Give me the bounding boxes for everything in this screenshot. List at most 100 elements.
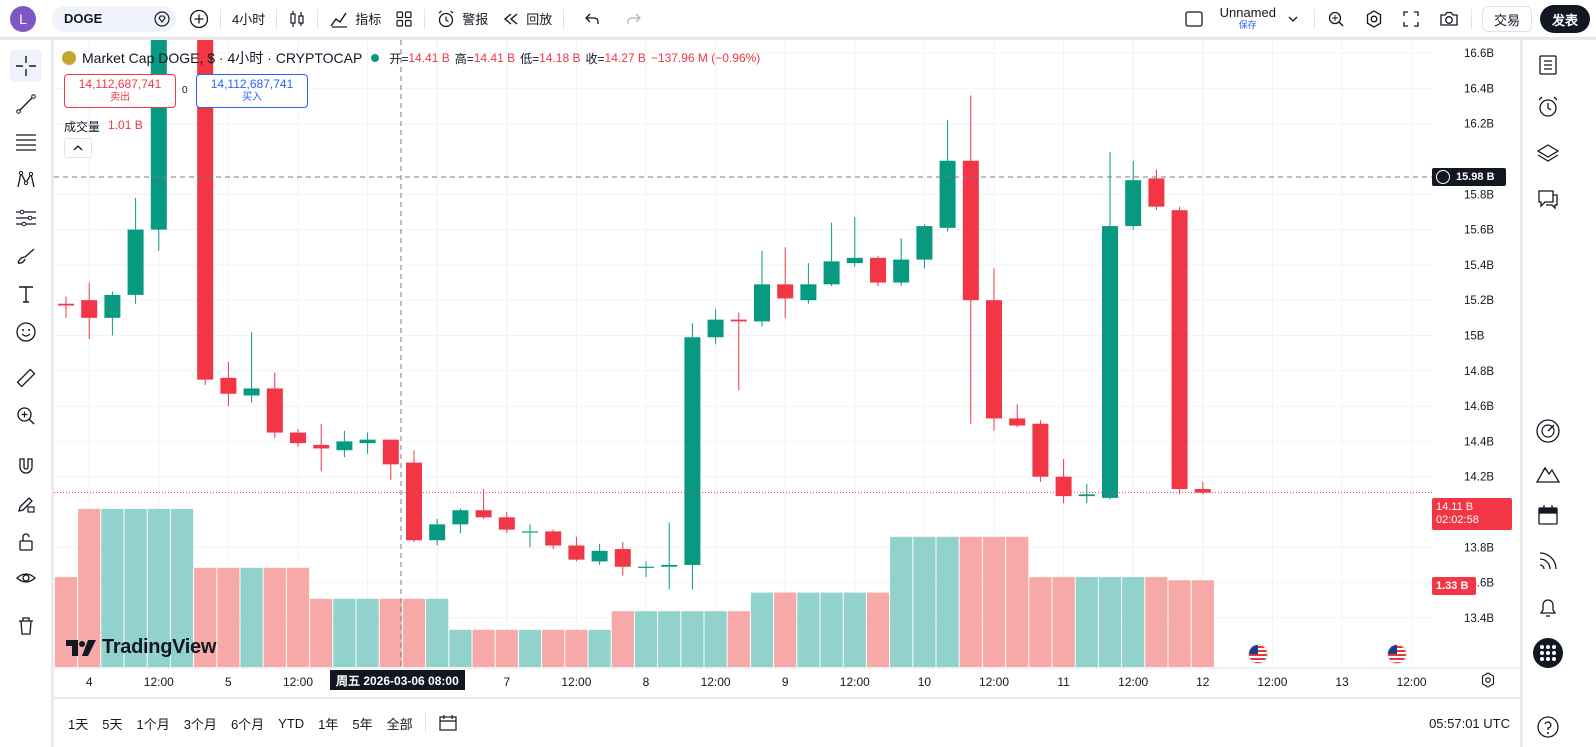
fib-tool[interactable]	[10, 126, 42, 158]
open-label: 开=	[389, 51, 409, 66]
price-axis-label: 14.4B	[1464, 436, 1494, 448]
toolbar-divider	[424, 713, 426, 733]
candle-body	[1032, 423, 1049, 477]
series-legend: Market Cap DOGE, $ · 4小时 · CRYPTOCAP 开= 1…	[62, 48, 760, 68]
chart-type-button[interactable]	[281, 4, 313, 34]
calendar-button[interactable]	[1533, 500, 1563, 530]
help-icon	[1537, 716, 1559, 738]
add-alert-icon[interactable]	[1436, 170, 1450, 184]
brush-tool[interactable]	[10, 240, 42, 272]
user-avatar[interactable]: L	[10, 5, 36, 32]
series-title[interactable]: Market Cap DOGE, $ · 4小时 · CRYPTOCAP	[82, 50, 363, 66]
fullscreen-button[interactable]	[1395, 4, 1427, 34]
candle-body	[475, 510, 492, 518]
range-6m[interactable]: 6个月	[230, 716, 265, 732]
volume-legend[interactable]: 成交量 1.01 B	[64, 118, 143, 135]
trend-line-tool[interactable]	[10, 88, 42, 120]
time-axis-settings-button[interactable]	[1480, 672, 1496, 688]
remove-drawings-tool[interactable]	[10, 610, 42, 642]
settings-button[interactable]	[1357, 4, 1391, 34]
layouts-button[interactable]	[388, 4, 420, 34]
range-1y[interactable]: 1年	[318, 716, 339, 732]
time-axis-label: 11	[1057, 675, 1070, 689]
redo-icon	[627, 13, 642, 24]
candle-body	[754, 284, 770, 322]
publish-button[interactable]: 发表	[1539, 5, 1590, 33]
alerts-panel-button[interactable]	[1533, 92, 1563, 122]
quick-search-button[interactable]	[1319, 4, 1353, 34]
object-tree-button[interactable]	[1533, 138, 1563, 168]
lock-drawings-tool[interactable]	[10, 526, 42, 558]
utc-clock[interactable]: 05:57:01 UTC	[1429, 715, 1510, 731]
buy-button[interactable]: 14,112,687,741 买入	[196, 74, 308, 108]
tradingview-logo[interactable]: TradingView	[66, 636, 216, 659]
help-button[interactable]	[1533, 712, 1563, 742]
us-flag-event-icon[interactable]	[1387, 644, 1407, 664]
candle-body	[1102, 226, 1118, 498]
layout-name-menu[interactable]: Unnamed 保存	[1184, 6, 1300, 31]
toolbar-divider	[317, 8, 319, 29]
candle-body	[986, 300, 1002, 419]
redo-button[interactable]	[618, 4, 650, 34]
ruler-tool[interactable]	[10, 362, 42, 394]
compare-symbol-button[interactable]	[182, 4, 216, 34]
range-5d[interactable]: 5天	[102, 716, 123, 732]
candle-body	[939, 160, 956, 228]
crosshair-tool[interactable]	[10, 50, 42, 82]
chats-button[interactable]	[1533, 184, 1563, 214]
drawing-toolbar	[0, 40, 51, 747]
us-flag-event-icon[interactable]	[1248, 644, 1268, 664]
candle-body	[916, 226, 933, 260]
notifications-button[interactable]	[1533, 592, 1563, 622]
range-1d[interactable]: 1天	[68, 716, 89, 732]
volume-bar	[750, 592, 774, 667]
symbol-search[interactable]: DOGE	[52, 5, 176, 32]
streams-button[interactable]	[1533, 546, 1563, 576]
products-button[interactable]	[1533, 638, 1563, 668]
volume-bar	[774, 592, 797, 667]
ideas-button[interactable]	[1533, 458, 1563, 488]
trade-button[interactable]: 交易	[1481, 6, 1532, 32]
alarm-clock-icon	[1538, 96, 1558, 117]
alerts-button[interactable]: 警报	[429, 4, 495, 34]
hide-drawings-tool[interactable]	[10, 562, 42, 594]
volume-bar	[194, 567, 217, 667]
buy-label: 买入	[242, 92, 262, 103]
text-icon	[19, 286, 33, 303]
range-3m[interactable]: 3个月	[183, 716, 217, 732]
text-tool[interactable]	[10, 278, 42, 310]
chat-icon	[1538, 190, 1558, 210]
horizontal-lines-icon	[16, 134, 36, 151]
low-label: 低=	[520, 51, 540, 66]
goto-date-button[interactable]	[438, 713, 458, 733]
pattern-tool[interactable]	[10, 164, 42, 196]
prediction-tool[interactable]	[10, 202, 42, 234]
tech-analysis-button[interactable]	[1533, 416, 1563, 446]
undo-button[interactable]	[576, 4, 608, 34]
chart-pane[interactable]: 13.4B 13.6B 13.8B 14.2B 14.4B 14.6B 14.8B 15B 15…	[54, 40, 1520, 697]
range-ytd[interactable]: YTD	[278, 715, 305, 731]
range-5y[interactable]: 5年	[352, 716, 373, 732]
candle-body	[568, 545, 585, 560]
replay-button[interactable]: 回放	[495, 4, 559, 34]
sell-button[interactable]: 14,112,687,741 卖出	[64, 74, 176, 108]
watchlist-button[interactable]	[1533, 50, 1563, 80]
range-1m[interactable]: 1个月	[136, 716, 170, 732]
candle-body	[800, 284, 817, 301]
price-axis-label: 16.4B	[1464, 83, 1494, 95]
candlestick-chart[interactable]: 13.4B13.6B13.8B14.2B14.4B14.6B14.8B15B15…	[54, 40, 1520, 697]
snapshot-button[interactable]	[1431, 4, 1467, 34]
candle-body	[707, 319, 724, 338]
collapse-legend-button[interactable]	[64, 138, 92, 158]
interval-button[interactable]: 4小时	[232, 12, 266, 27]
candle-body	[730, 319, 747, 322]
drawing-mode-tool[interactable]	[10, 488, 42, 520]
candle-body	[197, 40, 214, 380]
volume-bar	[1098, 577, 1122, 667]
range-all[interactable]: 全部	[386, 716, 413, 732]
emoji-tool[interactable]	[10, 316, 42, 348]
magnet-tool[interactable]	[10, 450, 42, 482]
zoom-in-tool[interactable]	[10, 400, 42, 432]
indicators-button[interactable]: 指标	[322, 4, 388, 34]
gear-icon	[1366, 10, 1382, 28]
